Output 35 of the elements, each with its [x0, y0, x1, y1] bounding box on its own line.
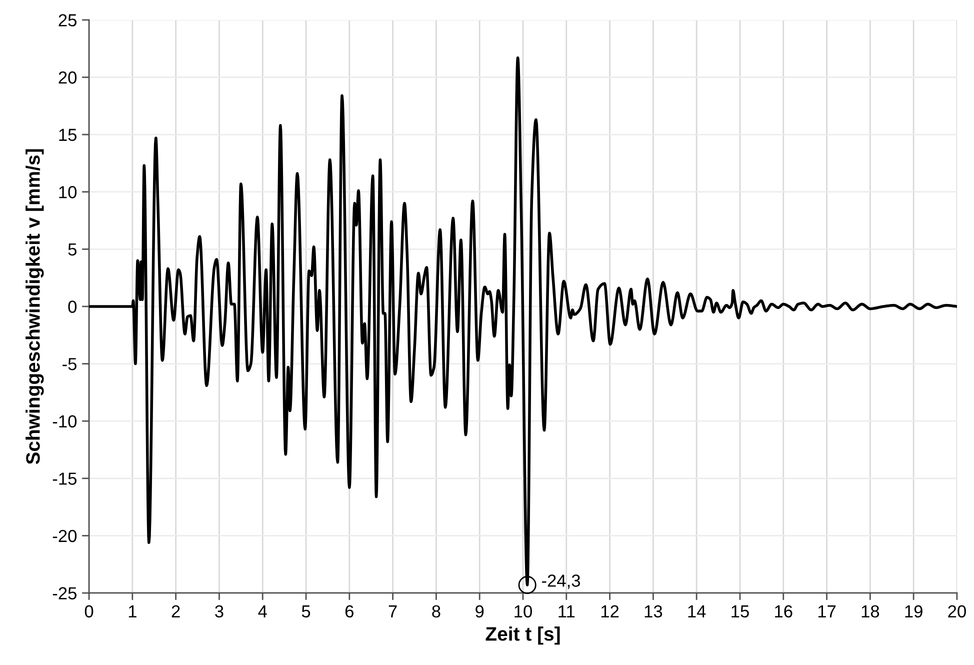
x-tick-label: 17	[818, 605, 836, 618]
y-tick-label: 25	[58, 14, 76, 26]
y-tick-label: -25	[52, 587, 76, 600]
y-tick-label: -10	[52, 415, 77, 428]
y-tick-label: 0	[68, 300, 77, 313]
y-tick-label: 5	[68, 244, 76, 256]
x-tick-label: 1	[128, 605, 136, 618]
y-tick-label: 10	[59, 186, 77, 198]
x-tick-label: 9	[476, 605, 484, 618]
x-tick-label: 11	[558, 605, 575, 618]
x-tick-label: 13	[644, 605, 662, 618]
x-tick-label: 3	[215, 605, 224, 618]
x-tick-label: 6	[345, 605, 354, 618]
x-tick-label: 4	[258, 605, 267, 618]
annotation: -24,3	[542, 574, 580, 589]
x-tick-label: 18	[862, 605, 880, 618]
x-tick-label: 0	[84, 605, 94, 618]
x-tick-label: 8	[432, 605, 440, 618]
x-axis-title: Zeit t [s]	[486, 626, 560, 645]
x-tick-label: 7	[388, 605, 397, 618]
x-tick-label: 10	[514, 605, 532, 618]
x-tick-label: 16	[775, 605, 792, 618]
x-tick-label: 2	[172, 605, 180, 618]
y-tick-label: -15	[52, 472, 76, 485]
x-tick-label: 5	[302, 605, 310, 618]
x-tick-label: 19	[905, 605, 922, 618]
x-tick-label: 15	[732, 605, 749, 618]
y-tick-label: -5	[62, 358, 76, 370]
x-tick-label: 20	[948, 605, 966, 618]
x-tick-label: 14	[688, 605, 706, 618]
y-tick-label: 15	[59, 128, 76, 142]
y-axis-title: Schwinggeschwindigkeit v [mm/s]	[26, 149, 44, 464]
y-tick-label: -20	[52, 530, 77, 542]
y-tick-label: 20	[58, 71, 77, 84]
x-tick-label: 12	[601, 605, 619, 618]
